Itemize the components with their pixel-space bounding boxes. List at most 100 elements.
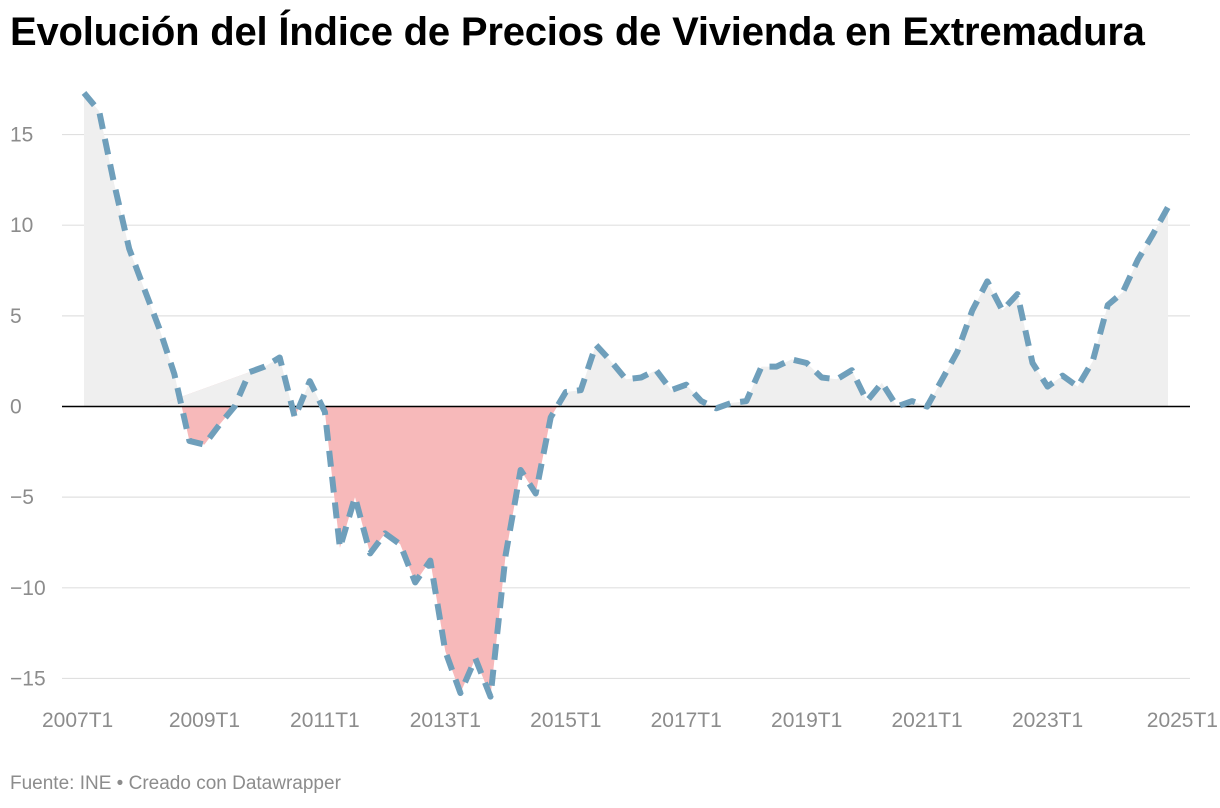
data-point [1121, 290, 1125, 294]
data-point [744, 399, 748, 403]
data-point [142, 287, 146, 291]
data-point [970, 308, 974, 312]
data-point [218, 423, 222, 427]
data-point [278, 356, 282, 360]
data-point [639, 376, 643, 380]
data-point [624, 377, 628, 381]
data-point [669, 388, 673, 392]
data-point [398, 542, 402, 546]
data-point [1046, 385, 1050, 389]
data-point [443, 649, 447, 653]
data-point [383, 531, 387, 535]
y-tick-label: −5 [10, 486, 34, 509]
data-point [729, 401, 733, 405]
data-point [1151, 232, 1155, 236]
data-point [233, 405, 237, 409]
data-point [850, 368, 854, 372]
data-point [473, 657, 477, 661]
chart-title: Evolución del Índice de Precios de Vivie… [10, 10, 1145, 54]
y-tick-label: 10 [10, 214, 33, 237]
data-point [564, 390, 568, 394]
x-tick-label: 2021T1 [891, 709, 962, 732]
chart-footer: Fuente: INE • Creado con Datawrapper [10, 773, 341, 795]
credit-label: Creado con Datawrapper [128, 773, 341, 794]
data-point [790, 357, 794, 361]
x-tick-label: 2009T1 [169, 709, 240, 732]
data-point [428, 559, 432, 563]
data-point [1076, 385, 1080, 389]
data-point [985, 279, 989, 283]
area-fills [84, 92, 1168, 697]
data-point [323, 410, 327, 414]
x-tick-label: 2015T1 [530, 709, 601, 732]
data-point [955, 350, 959, 354]
data-point [1091, 359, 1095, 363]
y-tick-label: 5 [10, 305, 22, 328]
data-point [1031, 361, 1035, 365]
positive-area [84, 92, 182, 407]
data-point [202, 443, 206, 447]
negative-area [322, 406, 558, 697]
data-point [925, 405, 929, 409]
source-label: Fuente: INE [10, 773, 112, 794]
data-point [338, 546, 342, 550]
data-point [1166, 205, 1170, 209]
y-tick-label: 15 [10, 124, 33, 147]
positive-area [721, 207, 1168, 407]
data-point [534, 492, 538, 496]
y-tick-label: −15 [10, 667, 46, 690]
gridlines [62, 133, 1190, 680]
x-tick-label: 2013T1 [410, 709, 481, 732]
data-point [368, 551, 372, 555]
data-point [293, 415, 297, 419]
data-point [760, 365, 764, 369]
x-tick-label: 2025T1 [1147, 709, 1218, 732]
data-point [880, 381, 884, 385]
data-point [579, 388, 583, 392]
data-point [519, 468, 523, 472]
data-point [684, 383, 688, 387]
data-point [97, 109, 101, 113]
data-point [910, 399, 914, 403]
data-point [1000, 308, 1004, 312]
footer-separator: • [116, 773, 124, 794]
data-point [353, 495, 357, 499]
x-tick-label: 2017T1 [651, 709, 722, 732]
series-line-path [81, 90, 1171, 700]
x-tick-label: 2011T1 [290, 709, 360, 732]
y-tick-label: 0 [10, 396, 22, 419]
data-point [157, 327, 161, 331]
y-tick-label: −10 [10, 577, 46, 600]
data-point [127, 247, 131, 251]
data-point [775, 365, 779, 369]
x-tick-label: 2023T1 [1012, 709, 1083, 732]
data-point [699, 399, 703, 403]
data-point [805, 361, 809, 365]
x-axis-ticks: 2007T1 2009T1 2011T1 2013T1 2015T1 2017T1 2019… [42, 709, 1218, 732]
data-point [835, 377, 839, 381]
data-point [458, 691, 462, 695]
data-point [714, 406, 718, 410]
data-point [1136, 258, 1140, 262]
data-point [1061, 374, 1065, 378]
data-point [549, 415, 553, 419]
data-point [820, 376, 824, 380]
series-line [81, 90, 1171, 700]
data-point [413, 580, 417, 584]
data-point [504, 553, 508, 557]
data-point [1015, 292, 1019, 296]
data-point [112, 182, 116, 186]
data-point [1106, 303, 1110, 307]
data-point [248, 370, 252, 374]
data-point [489, 695, 493, 699]
data-point [654, 368, 658, 372]
data-point [172, 372, 176, 376]
data-point [865, 399, 869, 403]
data-point [594, 343, 598, 347]
data-point [187, 439, 191, 443]
x-tick-label: 2007T1 [42, 709, 113, 732]
data-point [82, 91, 86, 95]
data-point [895, 405, 899, 409]
data-point [940, 377, 944, 381]
